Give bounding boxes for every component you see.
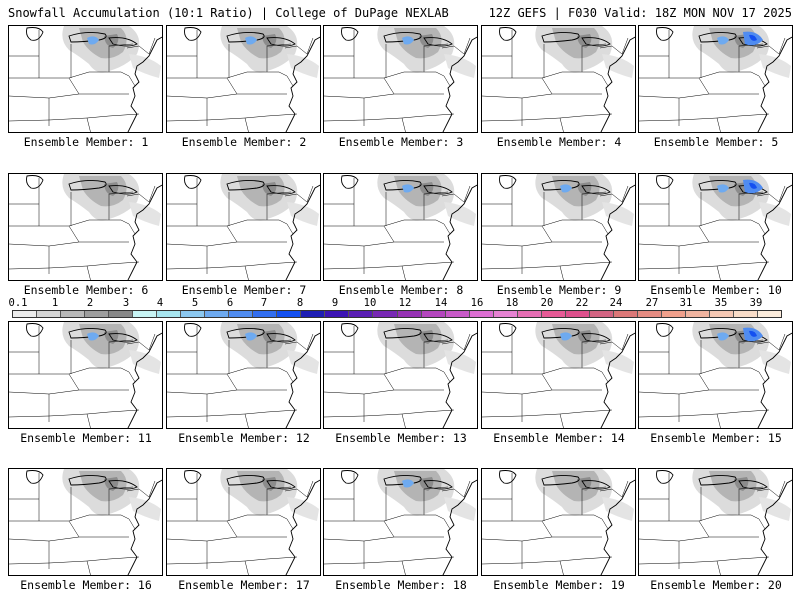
color-scale-label: 8 [296, 297, 304, 309]
ensemble-member-label: Ensemble Member: 7 [181, 283, 307, 297]
color-scale-swatch [685, 311, 710, 317]
ensemble-member-map [166, 321, 321, 429]
ensemble-member-map [481, 321, 636, 429]
color-scale-swatch [565, 311, 590, 317]
color-scale-swatch [661, 311, 686, 317]
color-scale-swatch [325, 311, 350, 317]
color-scale-swatch [277, 311, 302, 317]
color-scale-swatch [109, 311, 134, 317]
color-scale-label: 4 [156, 297, 164, 309]
ensemble-member-label: Ensemble Member: 9 [496, 283, 622, 297]
color-scale-label: 31 [679, 297, 693, 309]
color-scale-swatch [445, 311, 470, 317]
color-scale-label: 20 [540, 297, 554, 309]
color-scale-swatch [613, 311, 638, 317]
color-scale-label: 24 [609, 297, 623, 309]
color-scale-label: 6 [226, 297, 234, 309]
color-scale-swatch [397, 311, 422, 317]
ensemble-member-label: Ensemble Member: 5 [653, 135, 779, 149]
color-scale-label: 7 [260, 297, 268, 309]
ensemble-member-map [8, 25, 163, 133]
ensemble-member-label: Ensemble Member: 13 [335, 431, 467, 445]
ensemble-member-map [8, 173, 163, 281]
ensemble-member-label: Ensemble Member: 14 [493, 431, 625, 445]
ensemble-member-label: Ensemble Member: 6 [23, 283, 149, 297]
ensemble-member-map [323, 25, 478, 133]
ensemble-member-label: Ensemble Member: 20 [650, 578, 782, 592]
color-scale-label: 10 [363, 297, 377, 309]
color-scale-swatch [229, 311, 254, 317]
ensemble-member-label: Ensemble Member: 18 [335, 578, 467, 592]
ensemble-member-map [481, 468, 636, 576]
ensemble-member-map [8, 468, 163, 576]
color-scale-swatch [301, 311, 326, 317]
color-scale-swatch [181, 311, 206, 317]
color-scale-swatch [421, 311, 446, 317]
color-scale-label: 35 [714, 297, 728, 309]
color-scale-swatch [37, 311, 62, 317]
color-scale-swatch [373, 311, 398, 317]
ensemble-member-map [638, 321, 793, 429]
ensemble-member-label: Ensemble Member: 2 [181, 135, 307, 149]
color-scale-swatch [757, 311, 781, 317]
color-scale-swatch [589, 311, 614, 317]
ensemble-member-map [481, 25, 636, 133]
ensemble-member-map [166, 173, 321, 281]
ensemble-member-label: Ensemble Member: 15 [650, 431, 782, 445]
ensemble-member-map [481, 173, 636, 281]
ensemble-member-map [166, 25, 321, 133]
ensemble-member-label: Ensemble Member: 19 [493, 578, 625, 592]
color-scale-label: 14 [434, 297, 448, 309]
color-scale-label: 0.1 [8, 297, 28, 309]
color-scale-swatch [133, 311, 158, 317]
color-scale-label: 22 [575, 297, 589, 309]
ensemble-member-map [323, 173, 478, 281]
ensemble-member-map [8, 321, 163, 429]
ensemble-member-label: Ensemble Member: 10 [650, 283, 782, 297]
ensemble-member-map [638, 25, 793, 133]
color-scale-swatch [517, 311, 542, 317]
color-scale-swatch [85, 311, 110, 317]
ensemble-member-label: Ensemble Member: 17 [178, 578, 310, 592]
color-scale-label: 1 [51, 297, 59, 309]
color-scale-swatch [253, 311, 278, 317]
color-scale-legend: 0.1 1 2 3 4 5 6 7 8 9 10 12 14 16 18 20 22 24 27 31 35 39 [8, 297, 788, 321]
map-title: Snowfall Accumulation (10:1 Ratio) | Col… [8, 6, 449, 20]
ensemble-member-label: Ensemble Member: 8 [338, 283, 464, 297]
color-scale-bar [12, 310, 782, 318]
ensemble-member-label: Ensemble Member: 1 [23, 135, 149, 149]
color-scale-label: 12 [398, 297, 412, 309]
color-scale-swatch [733, 311, 758, 317]
run-valid-info: 12Z GEFS | F030 Valid: 18Z MON NOV 17 20… [488, 6, 792, 20]
color-scale-label: 18 [505, 297, 519, 309]
color-scale-swatch [469, 311, 494, 317]
color-scale-swatch [205, 311, 230, 317]
color-scale-swatch [493, 311, 518, 317]
ensemble-member-label: Ensemble Member: 16 [20, 578, 152, 592]
ensemble-member-map [638, 468, 793, 576]
color-scale-label: 27 [645, 297, 659, 309]
color-scale-swatch [157, 311, 182, 317]
color-scale-label: 9 [331, 297, 339, 309]
color-scale-swatch [709, 311, 734, 317]
color-scale-swatch [541, 311, 566, 317]
ensemble-member-label: Ensemble Member: 3 [338, 135, 464, 149]
ensemble-member-map [323, 468, 478, 576]
color-scale-label: 3 [122, 297, 130, 309]
color-scale-label: 39 [749, 297, 763, 309]
ensemble-member-map [323, 321, 478, 429]
ensemble-member-map [166, 468, 321, 576]
ensemble-member-label: Ensemble Member: 11 [20, 431, 152, 445]
color-scale-swatch [349, 311, 374, 317]
color-scale-swatch [13, 311, 38, 317]
color-scale-label: 16 [470, 297, 484, 309]
ensemble-member-map [638, 173, 793, 281]
ensemble-member-label: Ensemble Member: 12 [178, 431, 310, 445]
color-scale-label: 2 [86, 297, 94, 309]
color-scale-swatch [61, 311, 86, 317]
ensemble-member-label: Ensemble Member: 4 [496, 135, 622, 149]
color-scale-swatch [637, 311, 662, 317]
color-scale-label: 5 [191, 297, 199, 309]
